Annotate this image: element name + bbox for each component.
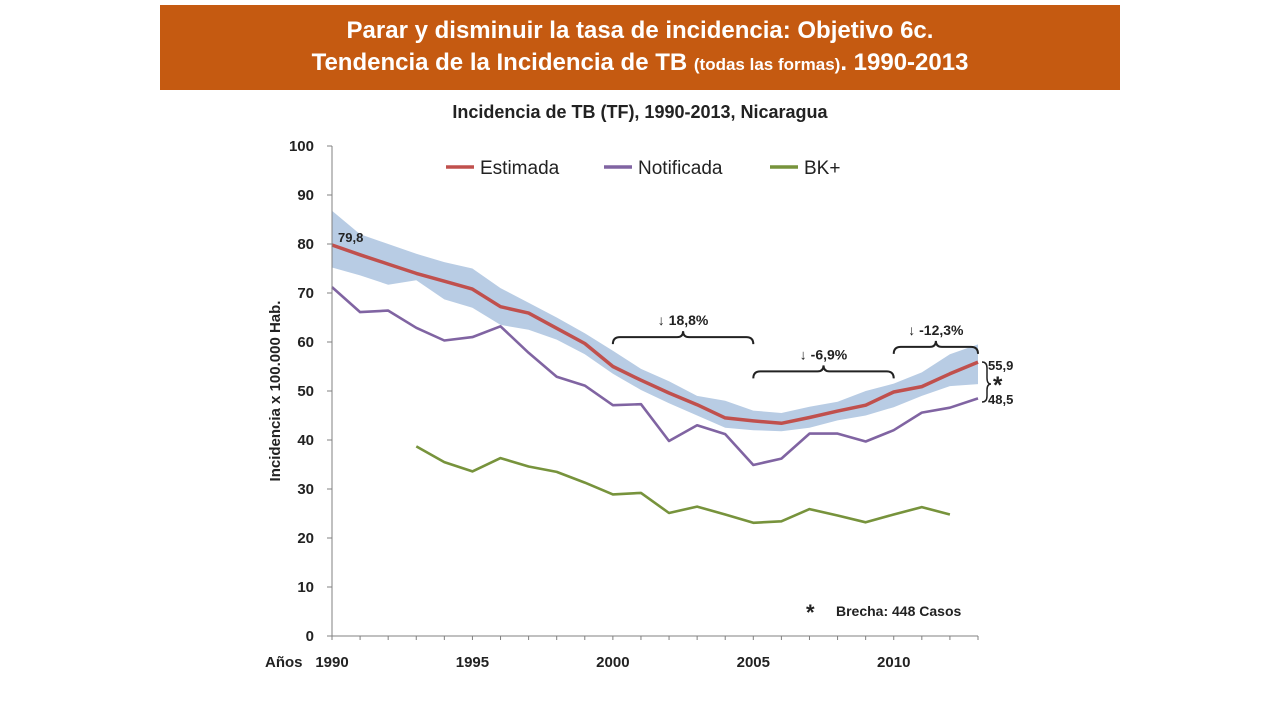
slide-title-banner: Parar y disminuir la tasa de incidencia:… (160, 5, 1120, 90)
y-ticks: 0 10 20 30 40 50 60 70 80 90 100 (289, 138, 332, 645)
end-notified-label: 48,5 (988, 392, 1013, 407)
bracket-label-1: ↓ 18,8% (658, 312, 709, 328)
gap-note-asterisk: * (806, 600, 815, 625)
series-line-bk (415, 445, 951, 525)
legend-label-bk: BK+ (804, 158, 840, 179)
x-tick-label-2000: 2000 (596, 654, 629, 671)
y-tick-label-40: 40 (297, 432, 314, 449)
gap-note: Brecha: 448 Casos (836, 603, 962, 619)
x-tick-label-1995: 1995 (456, 654, 489, 671)
y-axis-label: Incidencia x 100.000 Hab. (267, 301, 284, 482)
series-line-estimada (331, 243, 979, 426)
y-tick-label-30: 30 (297, 481, 314, 498)
legend-label-notificada: Notificada (638, 158, 723, 179)
x-tick-label-2005: 2005 (737, 654, 770, 671)
chart-annotations: 79,8 55,9 48,5 * * Brecha: 448 Casos (338, 230, 1013, 625)
series-layer (331, 243, 979, 525)
bracket-label-2: ↓ -6,9% (800, 346, 848, 362)
x-tick-label-2010: 2010 (877, 654, 910, 671)
x-axis-prefix-label: Años (265, 654, 303, 671)
slide-title-line2-years: . 1990-2013 (840, 49, 969, 76)
legend-label-estimada: Estimada (480, 158, 560, 179)
y-tick-label-100: 100 (289, 138, 314, 155)
slide-title-line2-main: Tendencia de la Incidencia de TB (311, 49, 694, 76)
y-tick-label-50: 50 (297, 383, 314, 400)
y-tick-label-80: 80 (297, 236, 314, 253)
series-line-notificada (331, 286, 979, 467)
slide-title-line2-note: (todas las formas) (693, 55, 841, 74)
y-tick-label-0: 0 (306, 628, 314, 645)
y-tick-label-20: 20 (297, 530, 314, 547)
slide-title-line1: Parar y disminuir la tasa de incidencia:… (346, 17, 934, 44)
y-tick-label-60: 60 (297, 334, 314, 351)
bracket-2 (752, 365, 895, 379)
bracket-1 (611, 331, 755, 345)
chart-title: Incidencia de TB (TF), 1990-2013, Nicara… (452, 102, 828, 122)
bracket-3 (892, 340, 979, 354)
x-ticks: 1990 1995 2000 2005 2010 (315, 636, 979, 671)
y-tick-label-70: 70 (297, 285, 314, 302)
y-tick-label-90: 90 (297, 187, 314, 204)
slide-title-line2: Tendencia de la Incidencia de TB (todas … (160, 47, 1120, 81)
x-tick-label-1990: 1990 (315, 654, 348, 671)
end-estimated-label: 55,9 (988, 358, 1013, 373)
gap-bracket (981, 361, 992, 403)
y-tick-label-10: 10 (297, 579, 314, 596)
chart-legend: Estimada Notificada BK+ (446, 158, 840, 179)
gap-asterisk: * (993, 372, 1003, 399)
percent-change-brackets: ↓ 18,8% ↓ -6,9% ↓ -12,3% (611, 312, 979, 379)
start-value-label: 79,8 (338, 230, 363, 245)
bracket-label-3: ↓ -12,3% (908, 322, 964, 338)
